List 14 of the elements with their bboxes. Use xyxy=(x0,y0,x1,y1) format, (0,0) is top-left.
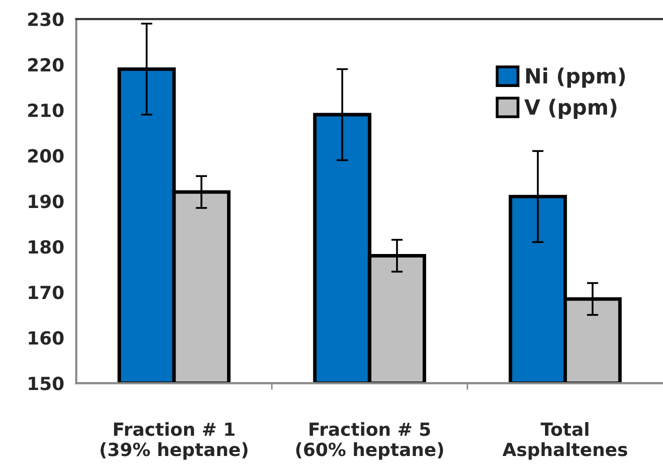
x-tick-label: Fraction # 5 (60% heptane) xyxy=(296,422,444,460)
y-tick-label: 230 xyxy=(28,12,64,26)
y-tick-label: 210 xyxy=(28,104,64,118)
y-tick-label: 170 xyxy=(28,286,64,300)
x-tick-label: Fraction # 1 (39% heptane) xyxy=(100,422,248,460)
y-tick-label: 180 xyxy=(28,240,64,254)
y-tick-label: 150 xyxy=(28,376,64,390)
legend-label: Ni (ppm) xyxy=(526,68,625,88)
y-tick-label: 200 xyxy=(28,149,64,163)
y-tick-label: 190 xyxy=(28,194,64,208)
y-tick-label: 160 xyxy=(28,331,64,345)
y-tick-label: 220 xyxy=(28,58,64,72)
legend-label: V (ppm) xyxy=(524,98,616,119)
x-tick-label: Total Asphaltenes xyxy=(502,422,628,460)
